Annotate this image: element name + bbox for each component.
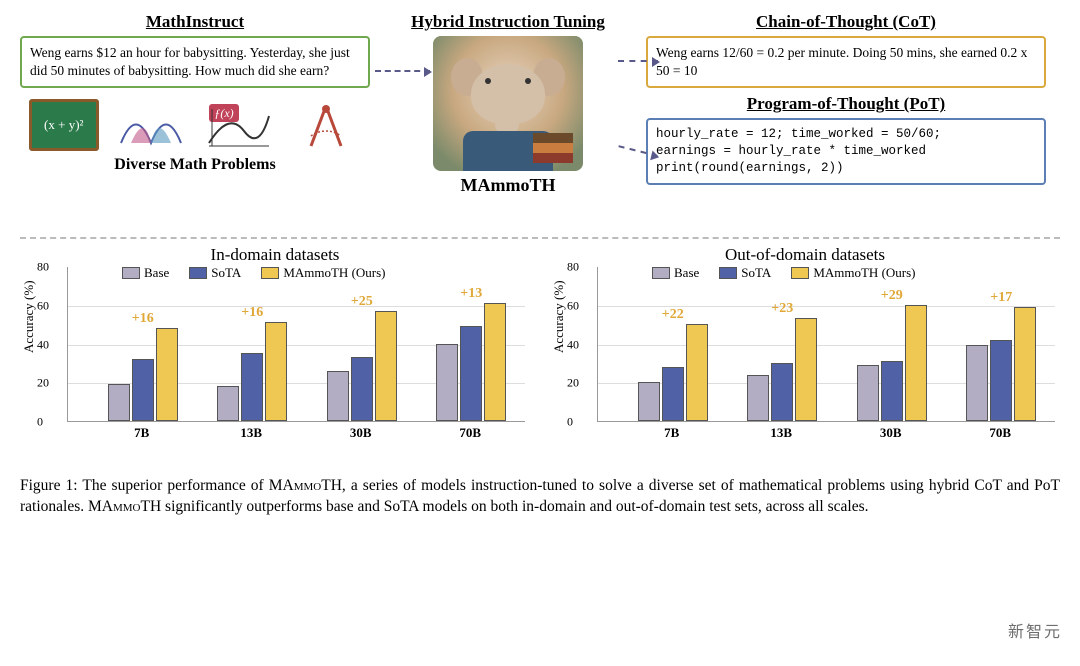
x-tick-label: 70B	[989, 425, 1011, 441]
mathinstruct-title: MathInstruct	[20, 12, 370, 32]
figure-caption: Figure 1: The superior performance of MA…	[20, 476, 1060, 518]
math-icons-row: (x + y)² ƒ(x)	[20, 96, 370, 154]
bar-sota	[881, 361, 903, 421]
bar-ours	[905, 305, 927, 421]
watermark: 新智元	[1008, 618, 1062, 642]
caption-model-2: MAmmoTH	[88, 498, 161, 515]
chart-out-domain: Out-of-domain datasets +22+23+29+1702040…	[555, 245, 1055, 462]
rationales-column: Chain-of-Thought (CoT) Weng earns 12/60 …	[646, 12, 1046, 185]
y-tick: 20	[567, 376, 1051, 391]
bar-group	[852, 305, 932, 421]
y-tick: 20	[37, 376, 521, 391]
mammoth-illustration	[433, 36, 583, 171]
x-tick-label: 70B	[459, 425, 481, 441]
bar-group	[742, 318, 822, 421]
pot-box: hourly_rate = 12; time_worked = 50/60; e…	[646, 118, 1046, 185]
mammoth-title: MAmmoTH	[378, 175, 638, 196]
mammoth-column: Hybrid Instruction Tuning MAmmoTH	[378, 12, 638, 196]
bar-sota	[771, 363, 793, 421]
caption-text-3: significantly outperforms base and SoTA …	[161, 498, 868, 515]
caption-model-1: MAmmoTH	[269, 477, 342, 494]
bar-ours	[375, 311, 397, 421]
svg-text:ƒ(x): ƒ(x)	[214, 106, 233, 120]
compass-icon	[291, 99, 361, 151]
x-tick-label: 13B	[240, 425, 262, 441]
bar-ours	[484, 303, 506, 421]
y-axis-label: Accuracy (%)	[551, 280, 567, 353]
pot-title: Program-of-Thought (PoT)	[646, 94, 1046, 114]
y-tick: 40	[37, 337, 521, 352]
mathinstruct-column: MathInstruct Weng earns $12 an hour for …	[20, 12, 370, 174]
x-tick-label: 30B	[880, 425, 902, 441]
gain-label: +16	[132, 311, 154, 327]
chart-legend: BaseSoTAMAmmoTH (Ours)	[652, 265, 916, 281]
x-tick-label: 30B	[350, 425, 372, 441]
y-tick: 40	[567, 337, 1051, 352]
y-axis-label: Accuracy (%)	[21, 280, 37, 353]
x-tick-label: 7B	[664, 425, 679, 441]
bar-group	[322, 311, 402, 421]
arrow-left-to-mammoth	[375, 70, 430, 72]
y-tick: 60	[567, 298, 1051, 313]
diverse-problems-title: Diverse Math Problems	[20, 156, 370, 174]
mathinstruct-box: Weng earns $12 an hour for babysitting. …	[20, 36, 370, 88]
chalkboard-icon: (x + y)²	[29, 99, 99, 151]
function-graph-icon: ƒ(x)	[204, 99, 274, 151]
chart-in-domain: In-domain datasets +16+16+25+13020406080…	[25, 245, 525, 462]
top-diagram: MathInstruct Weng earns $12 an hour for …	[20, 12, 1060, 227]
bar-base	[857, 365, 879, 421]
hybrid-title: Hybrid Instruction Tuning	[378, 12, 638, 32]
y-tick: 60	[37, 298, 521, 313]
bar-ours	[1014, 307, 1036, 421]
bar-ours	[795, 318, 817, 421]
chart-legend: BaseSoTAMAmmoTH (Ours)	[122, 265, 386, 281]
bar-group	[961, 307, 1041, 421]
x-tick-label: 13B	[770, 425, 792, 441]
y-tick: 0	[37, 415, 521, 430]
bar-group	[431, 303, 511, 421]
x-tick-label: 7B	[134, 425, 149, 441]
caption-text-1: Figure 1: The superior performance of	[20, 477, 269, 494]
y-tick: 0	[567, 415, 1051, 430]
cot-title: Chain-of-Thought (CoT)	[646, 12, 1046, 32]
section-divider	[20, 237, 1060, 239]
arrow-mammoth-to-cot	[618, 60, 658, 62]
charts-row: In-domain datasets +16+16+25+13020406080…	[20, 245, 1060, 462]
cot-box: Weng earns 12/60 = 0.2 per minute. Doing…	[646, 36, 1046, 88]
distribution-icon	[116, 99, 186, 151]
